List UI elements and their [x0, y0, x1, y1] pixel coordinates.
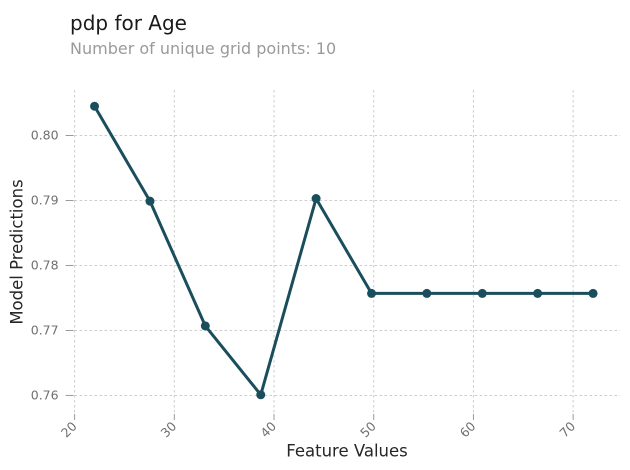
y-tick-label: 0.78 — [31, 257, 59, 272]
x-tick-label: 70 — [556, 418, 578, 440]
x-tick-label: 40 — [257, 418, 279, 440]
x-tick-label: 50 — [357, 418, 379, 440]
pdp-marker — [533, 288, 543, 298]
pdp-marker — [145, 196, 155, 206]
x-axis-label: Feature Values — [286, 441, 408, 461]
pdp-marker — [200, 321, 210, 331]
pdp-marker — [311, 194, 321, 204]
pdp-marker — [422, 288, 432, 298]
chart-subtitle: Number of unique grid points: 10 — [70, 39, 337, 58]
pdp-marker — [477, 288, 487, 298]
pdp-marker — [588, 288, 598, 298]
y-tick-label: 0.80 — [31, 127, 59, 142]
pdp-marker — [256, 390, 266, 400]
chart-title: pdp for Age — [70, 11, 187, 35]
x-tick-label: 60 — [457, 418, 479, 440]
y-axis-label: Model Predictions — [7, 179, 27, 325]
y-tick-label: 0.76 — [31, 387, 59, 402]
pdp-marker — [90, 101, 100, 111]
y-tick-label: 0.77 — [31, 322, 59, 337]
pdp-marker — [367, 288, 377, 298]
y-tick-label: 0.79 — [31, 192, 59, 207]
x-tick-label: 30 — [158, 418, 180, 440]
x-tick-label: 20 — [58, 418, 80, 440]
pdp-line — [93, 104, 595, 397]
